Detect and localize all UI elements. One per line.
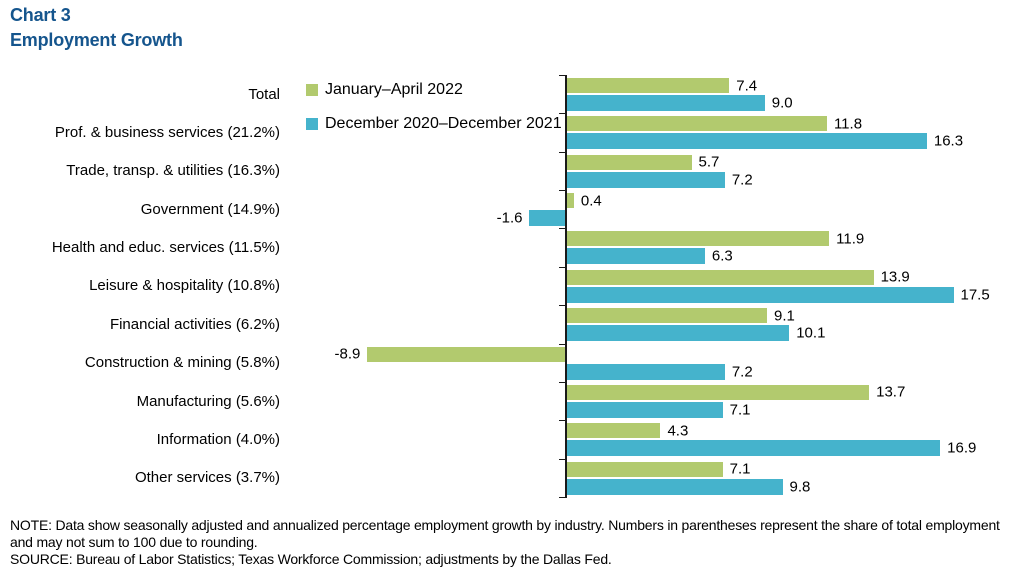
value-label: 9.0 xyxy=(771,94,793,112)
value-label: 6.3 xyxy=(711,247,733,265)
bar-december-2020-december-2021 xyxy=(565,171,725,188)
bar-january-april-2022 xyxy=(565,423,661,439)
category-label: Government (14.9%) xyxy=(140,200,280,218)
bar-december-2020-december-2021 xyxy=(565,478,783,495)
bar-january-april-2022 xyxy=(565,461,723,477)
bar-december-2020-december-2021 xyxy=(565,363,725,380)
bar-december-2020-december-2021 xyxy=(565,440,941,457)
legend-swatch-green xyxy=(306,84,318,96)
bar-january-april-2022 xyxy=(565,269,874,285)
value-label: 10.1 xyxy=(796,324,826,342)
bar-december-2020-december-2021 xyxy=(565,248,705,265)
chart-row-other-services-3-7: Other services (3.7%) 7.1 9.8 xyxy=(0,459,1025,497)
legend-item-jan-apr-2022: January–April 2022 xyxy=(306,78,463,102)
chart-row-total: Total 7.4 9.0 xyxy=(0,75,1025,113)
chart-row-information-4-0: Information (4.0%) 4.3 16.9 xyxy=(0,420,1025,458)
legend-label: December 2020–December 2021 xyxy=(325,115,562,132)
category-label: Leisure & hospitality (10.8%) xyxy=(89,277,280,295)
value-label: 0.4 xyxy=(580,192,602,210)
note-text: NOTE: Data show seasonally adjusted and … xyxy=(10,517,1000,550)
legend-swatch-blue xyxy=(306,118,318,130)
category-label: Construction & mining (5.8%) xyxy=(84,354,280,372)
chart-title: Employment Growth xyxy=(10,30,183,50)
value-label: 4.3 xyxy=(667,422,689,440)
bar-december-2020-december-2021 xyxy=(565,133,927,150)
chart-row-leisure-hospitality-10-8: Leisure & hospitality (10.8%) 13.9 17.5 xyxy=(0,267,1025,305)
axis-tick xyxy=(559,458,567,460)
bar-december-2020-december-2021 xyxy=(565,401,723,418)
bar-january-april-2022 xyxy=(565,384,870,400)
axis-tick xyxy=(559,151,567,153)
category-label: Health and educ. services (11.5%) xyxy=(51,239,280,257)
value-label: 7.1 xyxy=(729,460,751,478)
category-label: Other services (3.7%) xyxy=(134,469,280,487)
axis-line xyxy=(565,75,567,497)
category-label: Financial activities (6.2%) xyxy=(109,315,280,333)
value-label: -1.6 xyxy=(496,209,523,227)
chart-row-construction-mining-5-8: Construction & mining (5.8%) -8.9 7.2 xyxy=(0,344,1025,382)
value-label: 13.9 xyxy=(880,268,910,286)
value-label: 13.7 xyxy=(876,383,906,401)
chart-number: Chart 3 xyxy=(10,5,71,25)
axis-tick xyxy=(559,75,567,76)
axis-tick xyxy=(559,343,567,345)
axis-tick xyxy=(559,381,567,383)
bar-december-2020-december-2021 xyxy=(529,210,565,227)
axis-tick xyxy=(559,190,567,192)
legend-item-dec-2020-dec-2021: December 2020–December 2021 xyxy=(306,112,562,136)
value-label: 16.3 xyxy=(933,132,964,150)
value-label: 9.8 xyxy=(789,478,811,496)
chart-row-prof-business-services-21-2: Prof. & business services (21.2%) 11.8 16.… xyxy=(0,113,1025,151)
axis-tick xyxy=(559,305,567,307)
axis-tick xyxy=(559,496,567,498)
axis-tick xyxy=(559,266,567,268)
chart-row-financial-activities-6-2: Financial activities (6.2%) 9.1 10.1 xyxy=(0,305,1025,343)
bar-december-2020-december-2021 xyxy=(565,95,765,111)
chart-row-trade-transp-utilities-16-3: Trade, transp. & utilities (16.3%) 5.7 7.2 xyxy=(0,152,1025,190)
source-text: SOURCE: Bureau of Labor Statistics; Texa… xyxy=(10,551,612,567)
footnotes: NOTE: Data show seasonally adjusted and … xyxy=(10,517,1018,568)
bar-january-april-2022 xyxy=(565,231,830,247)
category-label: Trade, transp. & utilities (16.3%) xyxy=(66,162,280,180)
title-block: Chart 3 Employment Growth xyxy=(10,3,183,53)
bar-january-april-2022 xyxy=(565,78,730,93)
value-label: 16.9 xyxy=(947,439,977,457)
value-label: 7.4 xyxy=(736,77,758,94)
bar-january-april-2022 xyxy=(565,116,827,132)
value-label: 7.1 xyxy=(729,401,751,419)
value-label: 7.2 xyxy=(731,363,753,381)
value-label: 7.2 xyxy=(731,171,753,189)
bar-january-april-2022 xyxy=(565,154,692,170)
value-label: 9.1 xyxy=(774,307,795,325)
axis-tick xyxy=(559,228,567,230)
value-label: 5.7 xyxy=(698,153,720,171)
axis-tick xyxy=(559,420,567,422)
legend-label: January–April 2022 xyxy=(325,81,463,98)
category-label: Manufacturing (5.6%) xyxy=(136,392,280,410)
value-label: 11.8 xyxy=(833,115,863,133)
category-label: Information (4.0%) xyxy=(156,430,280,448)
bar-december-2020-december-2021 xyxy=(565,325,790,342)
chart-row-government-14-9: Government (14.9%) 0.4 -1.6 xyxy=(0,190,1025,228)
chart-row-health-and-educ-services-11-5: Health and educ. services (11.5%) 11.9 6.3 xyxy=(0,228,1025,266)
bar-january-april-2022 xyxy=(565,193,574,209)
value-label: -8.9 xyxy=(334,345,361,363)
category-label: Prof. & business services (21.2%) xyxy=(54,124,280,142)
value-label: 11.9 xyxy=(836,230,865,248)
bar-january-april-2022 xyxy=(565,308,768,324)
bar-january-april-2022 xyxy=(367,346,565,362)
bar-december-2020-december-2021 xyxy=(565,286,954,303)
category-label: Total xyxy=(248,85,280,103)
axis-tick xyxy=(559,113,567,115)
value-label: 17.5 xyxy=(960,286,990,304)
chart-row-manufacturing-5-6: Manufacturing (5.6%) 13.7 7.1 xyxy=(0,382,1025,420)
